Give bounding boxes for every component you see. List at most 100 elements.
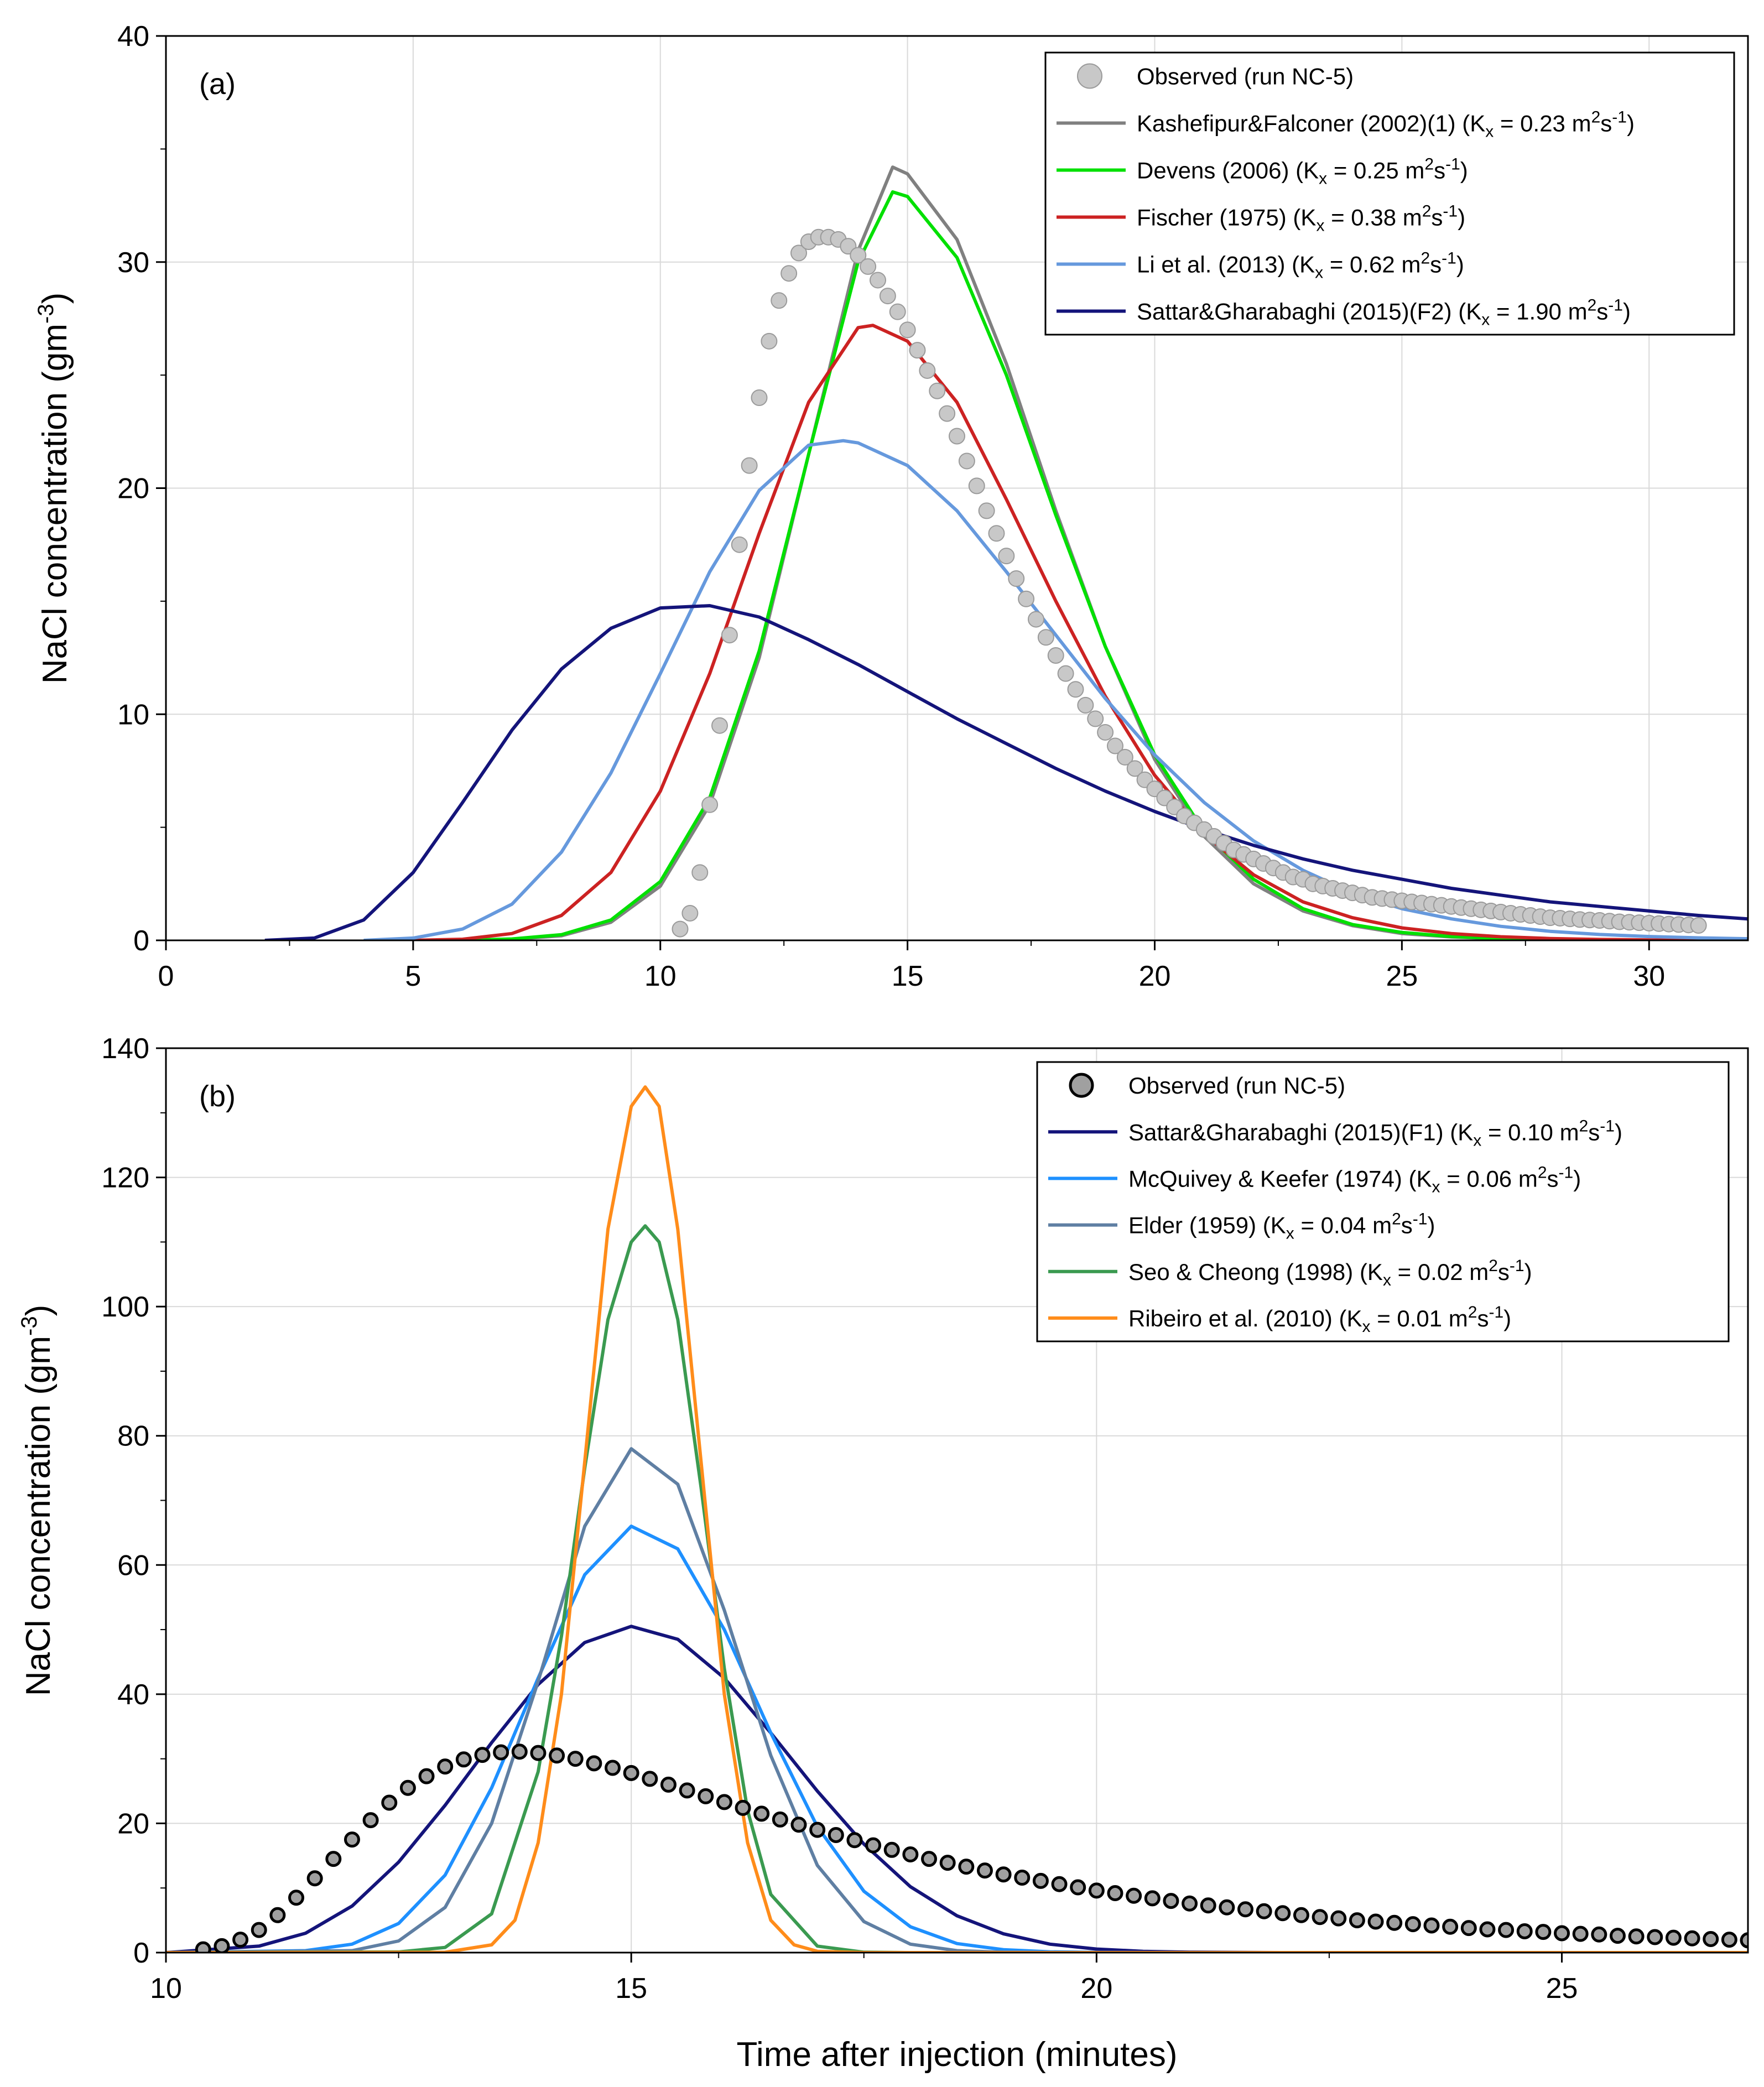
legend-name: Li et al. (2013)	[1137, 252, 1286, 278]
observed-point	[939, 405, 956, 422]
legend-unit-close: )	[1573, 1165, 1581, 1191]
observed-point	[1684, 1930, 1700, 1947]
observed-point	[1144, 1890, 1161, 1907]
observed-point	[978, 502, 995, 519]
y-axis-title-text: NaCl concentration (gm	[36, 324, 74, 684]
observed-point	[1077, 696, 1094, 714]
legend-label: Elder (1959) (Kx = 0.04 m2s-1)	[1128, 1210, 1435, 1243]
series-line-1	[166, 1625, 1748, 1953]
x-tick-label: 10	[150, 1972, 182, 2005]
observed-point	[1404, 1916, 1421, 1933]
y-tick-label: 10	[117, 699, 149, 731]
legend-unit-s: s	[1498, 1259, 1510, 1285]
legend-label: Seo & Cheong (1998) (Kx = 0.02 m2s-1)	[1128, 1257, 1532, 1289]
observed-point	[1554, 1925, 1570, 1942]
legend-unit-sup: -1	[1608, 296, 1623, 315]
observed-point	[1008, 570, 1025, 587]
legend-kx-sub: x	[1362, 1318, 1371, 1336]
legend-unit-close: )	[1524, 1259, 1532, 1285]
series-line-4	[166, 1224, 1748, 1953]
panel-a: 0 10 20 30 40 0 5 10 15 20 25 30 NaCl concentration …	[34, 20, 1749, 992]
legend-unit-close: )	[1460, 158, 1468, 184]
observed-point	[306, 1870, 323, 1887]
observed-point	[1057, 665, 1074, 682]
legend-kx-value: = 0.02 m	[1391, 1259, 1489, 1285]
x-axis-title: Time after injection (minutes)	[736, 2036, 1177, 2074]
legend-kx-prefix: (K	[1452, 299, 1482, 325]
legend-kx-prefix: (K	[1256, 1212, 1286, 1238]
x-tick-label: 15	[615, 1972, 647, 2005]
observed-point	[780, 265, 798, 282]
observed-point	[1628, 1928, 1645, 1945]
panel-label: (a)	[199, 67, 236, 101]
observed-point	[1182, 1895, 1198, 1912]
observed-point	[1126, 760, 1143, 777]
legend-unit-sup: 2	[1392, 1210, 1401, 1229]
legend-unit-sup: -1	[1442, 249, 1456, 268]
legend-unit-sup: 2	[1579, 1117, 1589, 1135]
observed-point	[660, 1776, 677, 1793]
legend-unit-close: )	[1615, 1119, 1622, 1145]
observed-point	[1572, 1925, 1589, 1942]
observed-point	[1200, 1897, 1216, 1914]
legend-kx-prefix: (K	[1287, 205, 1317, 231]
legend-name: Sattar&Gharabaghi (2015)(F1)	[1128, 1119, 1444, 1145]
y-tick-label: 20	[117, 473, 149, 505]
observed-point	[1018, 590, 1035, 607]
legend-kx-sub: x	[1319, 170, 1327, 188]
observed-point	[605, 1760, 621, 1776]
legend-unit-sup: 2	[1422, 202, 1432, 221]
observed-point	[949, 428, 965, 445]
legend-kx-value: = 0.04 m	[1294, 1212, 1392, 1238]
observed-point	[988, 525, 1005, 542]
legend-unit-sup: -1	[1443, 202, 1458, 221]
observed-point	[995, 1866, 1012, 1883]
observed-point	[716, 1794, 732, 1810]
y-tick-label: 60	[117, 1549, 149, 1581]
observed-point	[642, 1771, 658, 1787]
series-line-5	[166, 1085, 1748, 1953]
y-tick-label: 40	[117, 1679, 149, 1711]
x-tick-label: 10	[644, 960, 677, 992]
legend-kx-sub: x	[1316, 217, 1324, 235]
y-tick-label: 120	[101, 1162, 149, 1194]
legend-label: Sattar&Gharabaghi (2015)(F2) (Kx = 1.90 …	[1137, 296, 1631, 329]
legend-kx-value: = 0.23 m	[1494, 111, 1591, 137]
legend-label: Observed (run NC-5)	[1128, 1073, 1345, 1099]
observed-point	[939, 1855, 956, 1871]
legend-kx-prefix: (K	[1289, 158, 1319, 184]
legend-kx-value: = 0.62 m	[1323, 252, 1420, 278]
observed-point	[772, 1811, 788, 1828]
legend-unit-sup: 2	[1420, 249, 1430, 268]
observed-point	[549, 1747, 565, 1764]
observed-point	[958, 1859, 975, 1875]
x-tick-label: 20	[1139, 960, 1171, 992]
observed-point	[998, 548, 1015, 565]
series-line-3	[166, 1447, 1748, 1953]
observed-point	[1032, 1872, 1049, 1889]
legend-kx-prefix: (K	[1333, 1305, 1362, 1331]
legend-unit-close: )	[1623, 299, 1631, 325]
axes: 0 10 20 30 40 0 5 10 15 20 25 30	[117, 20, 1665, 992]
observed-point	[214, 1938, 230, 1953]
legend-name: Observed (run NC-5)	[1128, 1073, 1345, 1099]
plot-area	[166, 1085, 1748, 1953]
y-axis-title-sup: -3	[17, 1316, 41, 1336]
legend-marker	[1069, 1073, 1094, 1098]
legend-label: Ribeiro et al. (2010) (Kx = 0.01 m2s-1)	[1128, 1303, 1511, 1336]
observed-points	[672, 228, 1707, 938]
observed-point	[721, 627, 738, 644]
observed-point	[902, 1846, 919, 1862]
observed-point	[850, 247, 867, 264]
observed-point	[828, 1826, 844, 1843]
legend-unit-sup: 2	[1591, 108, 1601, 127]
legend-unit-close: )	[1458, 205, 1465, 231]
observed-point	[1051, 1876, 1068, 1892]
legend-unit-sup: 2	[1538, 1163, 1547, 1182]
observed-point	[269, 1907, 286, 1923]
legend-box	[1044, 51, 1735, 336]
observed-point	[1116, 748, 1133, 766]
legend-unit-sup: -1	[1489, 1303, 1503, 1321]
legend-kx-sub: x	[1481, 311, 1490, 329]
observed-point	[1330, 1910, 1347, 1927]
